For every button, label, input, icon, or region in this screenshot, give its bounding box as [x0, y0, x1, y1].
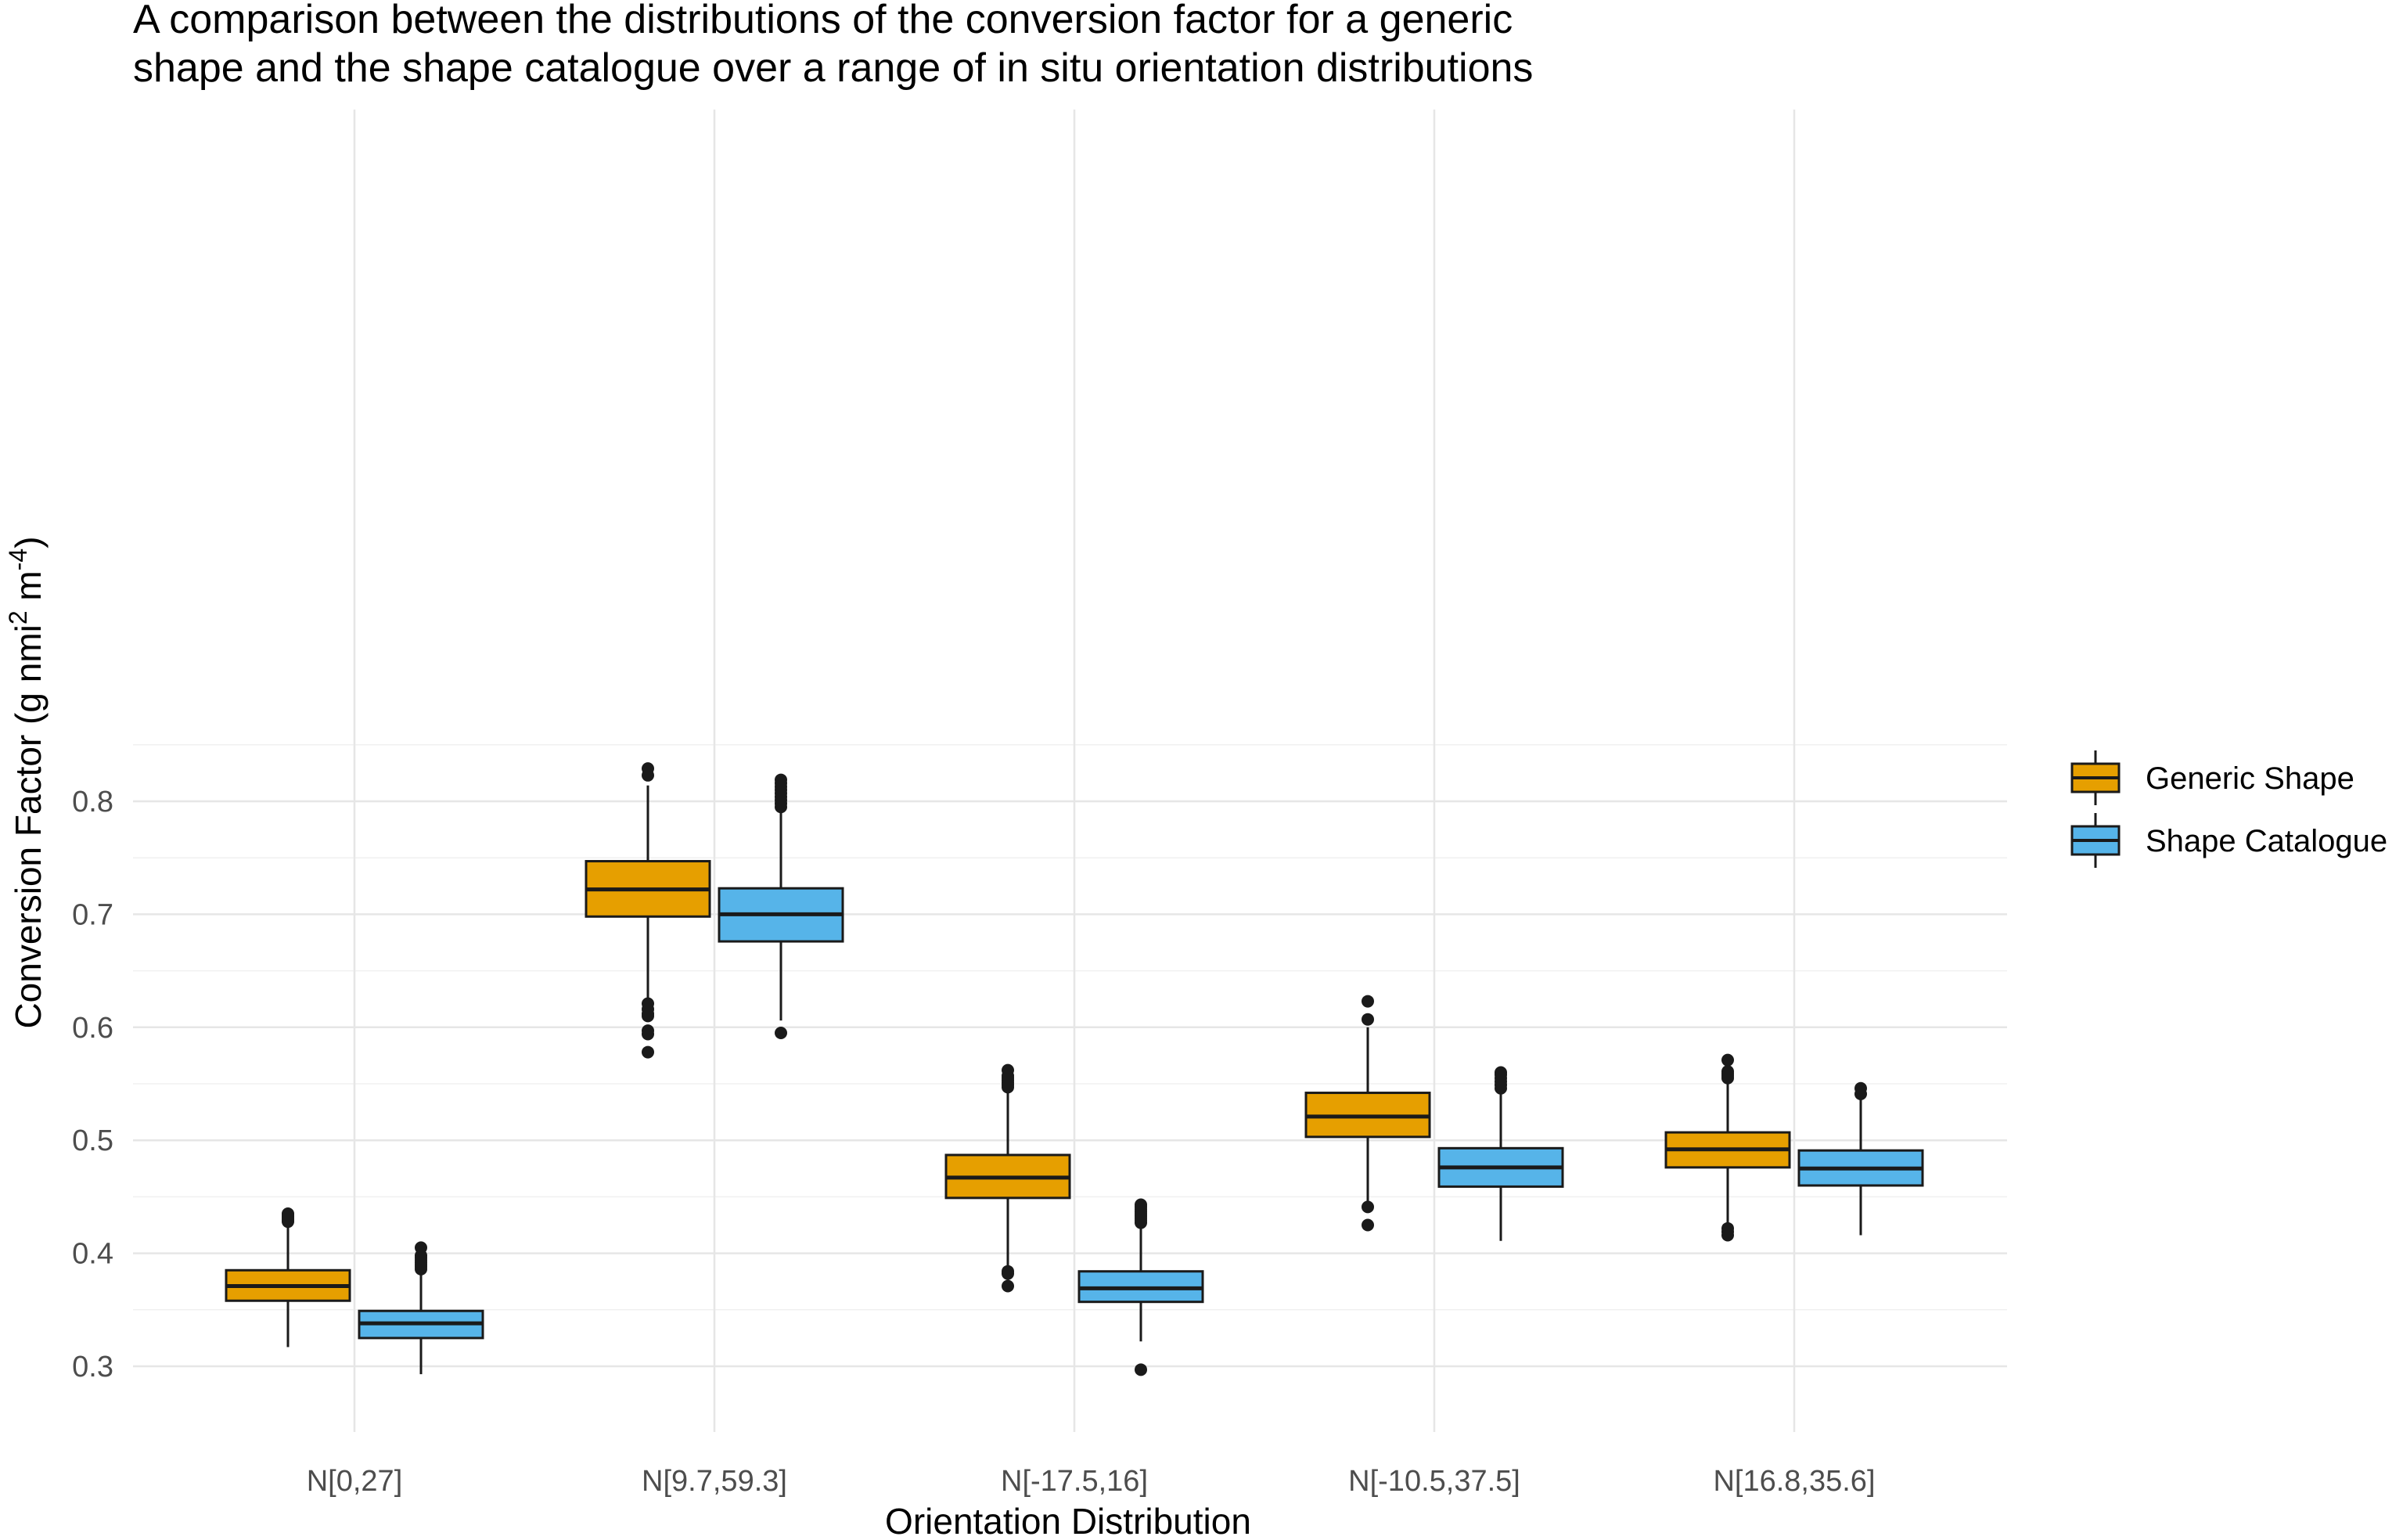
box-series-layer	[225, 762, 1924, 1376]
box-generic-shape-2	[585, 762, 711, 1059]
box-generic-shape-1	[225, 1207, 351, 1348]
x-tick-label: N[0,27]	[307, 1465, 403, 1498]
box-shape-catalogue-5	[1797, 1081, 1924, 1236]
box-generic-shape-5	[1664, 1053, 1791, 1242]
y-tick-label: 0.4	[72, 1238, 113, 1271]
outlier-point	[1721, 1229, 1734, 1242]
outlier-point	[642, 1027, 654, 1041]
y-axis-title-sup-2: -4	[4, 549, 32, 570]
y-tick-label: 0.5	[72, 1124, 113, 1157]
outlier-point	[1854, 1081, 1867, 1095]
legend-label: Shape Catalogue	[2146, 824, 2387, 858]
outlier-point	[415, 1241, 427, 1254]
box-shape-catalogue-1	[358, 1241, 484, 1375]
y-axis-title: Conversion Factor (g nmi2 m-4)	[4, 536, 49, 1028]
outlier-point	[1135, 1363, 1147, 1376]
outlier-point	[1721, 1065, 1734, 1078]
y-tick-label: 0.6	[72, 1012, 113, 1045]
outlier-point	[642, 1045, 654, 1059]
outlier-point	[1362, 1218, 1374, 1232]
outlier-point	[282, 1207, 294, 1221]
x-tick-label: N[9.7,59.3]	[642, 1465, 787, 1498]
y-axis-title-main: Conversion Factor (g nmi	[8, 624, 49, 1028]
legend-label: Generic Shape	[2146, 761, 2354, 796]
outlier-point	[1002, 1063, 1014, 1077]
x-tick-label: N[16.8,35.6]	[1713, 1465, 1875, 1498]
y-axis-tick-labels: 0.3 0.4 0.5 0.6 0.7 0.8	[72, 786, 113, 1383]
outlier-point	[1362, 1013, 1374, 1026]
x-tick-label: N[-10.5,37.5]	[1348, 1465, 1520, 1498]
x-axis-title: Orientation Distribution	[885, 1501, 1251, 1540]
chart-title-line-1: A comparison between the distributions o…	[133, 0, 1513, 42]
outlier-point	[1362, 1200, 1374, 1214]
y-axis-title-end: )	[8, 536, 49, 548]
box-generic-shape-4	[1304, 995, 1431, 1232]
outlier-point	[642, 762, 654, 775]
y-tick-label: 0.3	[72, 1351, 113, 1383]
box-shape-catalogue-3	[1077, 1198, 1204, 1376]
x-tick-label: N[-17.5,16]	[1001, 1465, 1148, 1498]
outlier-point	[1135, 1198, 1147, 1211]
box-shape-catalogue-4	[1437, 1066, 1564, 1241]
legend: Generic Shape Shape Catalogue	[2070, 750, 2387, 868]
outlier-point	[1495, 1066, 1507, 1079]
outlier-point	[642, 1009, 654, 1023]
y-tick-label: 0.8	[72, 786, 113, 819]
outlier-point	[775, 773, 787, 786]
chart-title-line-2: shape and the shape catalogue over a ran…	[133, 45, 1533, 91]
grid-lines	[133, 110, 2007, 1432]
legend-item-generic-shape: Generic Shape	[2070, 750, 2354, 805]
x-axis-tick-labels: N[0,27] N[9.7,59.3] N[-17.5,16] N[-10.5,37.…	[307, 1465, 1876, 1498]
outlier-point	[1002, 1279, 1014, 1293]
y-axis-title-mid: m	[8, 570, 49, 610]
legend-item-shape-catalogue: Shape Catalogue	[2070, 813, 2387, 868]
outlier-point	[1721, 1053, 1734, 1067]
outlier-point	[1362, 995, 1374, 1008]
chart-title: A comparison between the distributions o…	[133, 0, 1533, 91]
outlier-point	[1002, 1267, 1014, 1280]
y-axis-title-sup-1: 2	[4, 610, 32, 624]
box-generic-shape-3	[944, 1063, 1071, 1293]
outlier-point	[775, 1027, 787, 1040]
box-shape-catalogue-2	[718, 773, 844, 1040]
y-tick-label: 0.7	[72, 898, 113, 931]
